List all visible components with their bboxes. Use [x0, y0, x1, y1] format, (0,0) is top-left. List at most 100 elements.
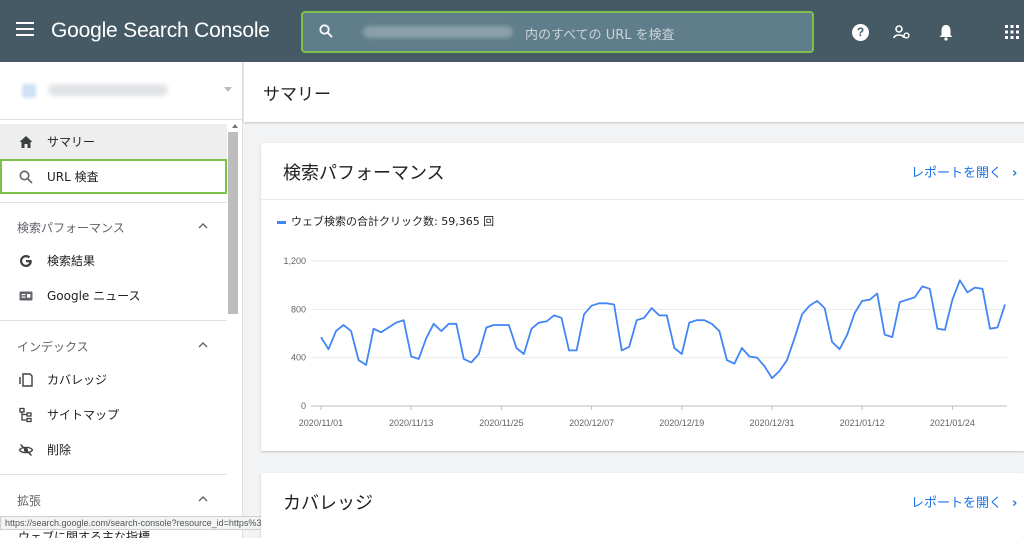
sidebar-item-label: サイトマップ	[47, 408, 120, 422]
section-enhancements[interactable]: 拡張	[0, 481, 227, 517]
clicks-line-chart[interactable]: 0 400 800 1,200 2020/11/01 2020/11/13 2020/11/…	[261, 243, 1024, 443]
data-point	[635, 319, 638, 322]
data-point	[740, 347, 743, 350]
sidebar-item-core-web-vitals[interactable]: ウェブに関する主な指標	[18, 530, 151, 538]
data-point	[613, 303, 616, 306]
open-report-label: レポートを開く	[911, 496, 1003, 511]
sidebar-item-search-results[interactable]: 検索結果	[0, 243, 227, 278]
sidebar-item-removals[interactable]: 削除	[0, 432, 227, 467]
data-point	[816, 299, 819, 302]
data-point	[410, 355, 413, 358]
legend-label: ウェブ検索の合計クリック数: 59,365 回	[291, 215, 495, 228]
card-divider	[261, 199, 1024, 200]
search-icon	[319, 24, 333, 38]
apps-grid-icon[interactable]	[1003, 23, 1021, 41]
data-point	[695, 319, 698, 322]
data-point	[320, 336, 323, 339]
data-point	[658, 314, 661, 317]
data-point	[710, 322, 713, 325]
x-tick-label: 2021/01/24	[930, 418, 975, 428]
bell-icon[interactable]	[937, 23, 955, 41]
data-point	[650, 307, 653, 310]
sidebar-item-label: 検索結果	[47, 254, 96, 268]
data-point	[943, 328, 946, 331]
data-point	[365, 363, 368, 366]
data-point	[898, 301, 901, 304]
y-tick-label: 0	[301, 401, 306, 411]
data-point	[545, 320, 548, 323]
chevron-up-icon	[198, 223, 208, 229]
data-point	[733, 362, 736, 365]
section-title: インデックス	[17, 340, 89, 354]
data-point	[778, 370, 781, 373]
menu-icon[interactable]	[16, 22, 34, 36]
data-point	[891, 336, 894, 339]
sidebar-divider	[0, 474, 227, 475]
app-title[interactable]: Google Search Console	[51, 19, 270, 42]
data-point	[598, 302, 601, 305]
sidebar-item-sitemaps[interactable]: サイトマップ	[0, 397, 227, 432]
data-point	[921, 285, 924, 288]
card-title: カバレッジ	[283, 493, 373, 514]
scroll-up-arrow[interactable]	[232, 124, 238, 128]
data-point	[477, 353, 480, 356]
sidebar-item-coverage[interactable]: カバレッジ	[0, 362, 227, 397]
home-icon	[19, 136, 33, 148]
data-point	[989, 327, 992, 330]
data-point	[380, 331, 383, 334]
sitemap-icon	[19, 407, 32, 423]
data-point	[628, 345, 631, 348]
data-point	[335, 330, 338, 333]
section-search-performance[interactable]: 検索パフォーマンス	[0, 208, 227, 244]
data-point	[395, 321, 398, 324]
data-point	[936, 327, 939, 330]
url-inspect-search-input[interactable]: 内のすべての URL を検査	[301, 11, 814, 53]
data-point	[703, 319, 706, 322]
data-point	[575, 349, 578, 352]
account-settings-icon[interactable]	[893, 23, 911, 41]
y-tick-label: 800	[291, 304, 306, 314]
open-report-link[interactable]: レポートを開く ›	[911, 492, 1017, 511]
data-point	[455, 322, 458, 325]
data-point	[350, 330, 353, 333]
data-point	[530, 327, 533, 330]
sidebar-item-google-news[interactable]: Google ニュース	[0, 278, 227, 313]
data-point	[470, 361, 473, 364]
google-g-icon	[20, 255, 32, 267]
series-line-clicks	[320, 279, 1006, 380]
help-icon[interactable]: ?	[852, 24, 869, 41]
open-report-link[interactable]: レポートを開く ›	[911, 162, 1017, 181]
scrollbar-thumb[interactable]	[228, 132, 238, 314]
chevron-down-icon	[224, 87, 232, 92]
sidebar-divider	[0, 202, 227, 203]
chart-legend[interactable]: ウェブ検索の合計クリック数: 59,365 回	[277, 213, 494, 229]
sidebar-item-summary[interactable]: サマリー	[0, 124, 227, 159]
section-title: 検索パフォーマンス	[17, 221, 125, 235]
data-point	[680, 353, 683, 356]
data-point	[913, 296, 916, 299]
data-point	[583, 313, 586, 316]
property-selector[interactable]	[0, 62, 243, 120]
chevron-right-icon: ›	[1012, 166, 1018, 181]
data-point	[417, 357, 420, 360]
data-point	[402, 319, 405, 322]
data-point	[718, 330, 721, 333]
x-tick-label: 2020/11/13	[389, 418, 433, 428]
page-header: サマリー	[244, 62, 1024, 122]
data-point	[801, 313, 804, 316]
card-title: 検索パフォーマンス	[283, 163, 445, 184]
data-point	[432, 322, 435, 325]
section-index[interactable]: インデックス	[0, 327, 227, 363]
x-tick-label: 2021/01/12	[840, 418, 885, 428]
data-point	[861, 299, 864, 302]
data-point	[808, 304, 811, 307]
open-report-label: レポートを開く	[911, 166, 1003, 181]
chevron-up-icon	[198, 342, 208, 348]
data-point	[951, 298, 954, 301]
y-tick-label: 1,200	[283, 256, 306, 266]
sidebar-item-url-inspection[interactable]: URL 検査	[0, 159, 227, 194]
data-point	[485, 326, 488, 329]
data-point	[763, 365, 766, 368]
data-point	[342, 324, 345, 327]
data-point	[620, 349, 623, 352]
